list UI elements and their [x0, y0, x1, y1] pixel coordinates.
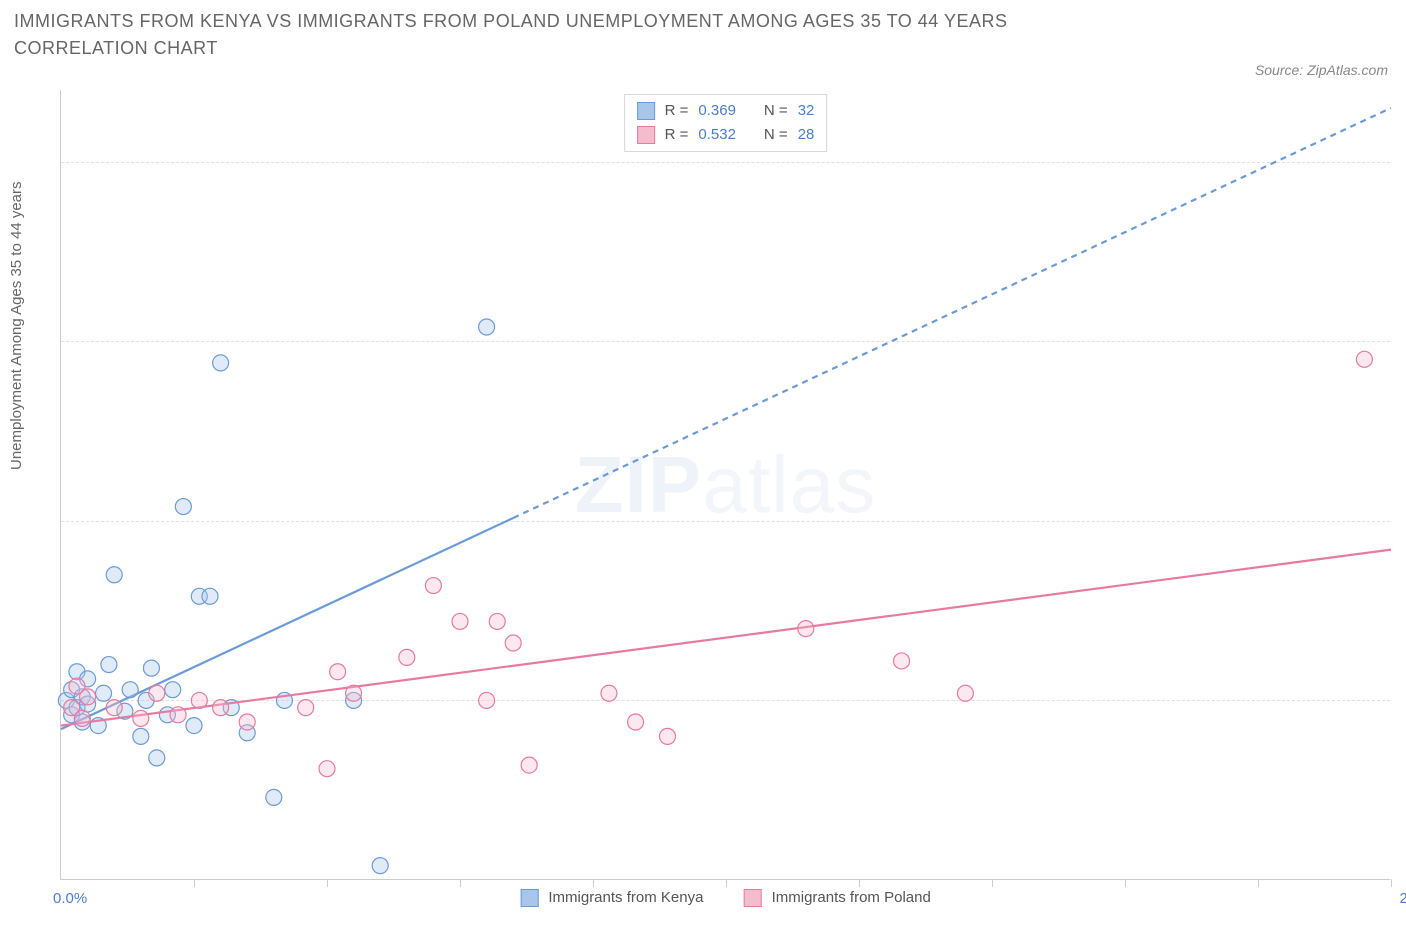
legend-swatch-poland-icon: [743, 889, 761, 907]
x-max-label: 25.0%: [1399, 890, 1406, 907]
chart-title: IMMIGRANTS FROM KENYA VS IMMIGRANTS FROM…: [14, 8, 1114, 62]
legend-stats: R = 0.369 N = 32 R = 0.532 N = 28: [624, 94, 828, 152]
legend-n-prefix: N =: [764, 123, 788, 147]
legend-series: Immigrants from Kenya Immigrants from Po…: [520, 889, 931, 907]
legend-swatch-kenya-icon: [520, 889, 538, 907]
legend-r-prefix: R =: [665, 99, 689, 123]
legend-r-value-0: 0.369: [698, 99, 736, 123]
legend-n-prefix: N =: [764, 99, 788, 123]
scatter-svg: [61, 90, 1390, 879]
x-min-label: 0.0%: [53, 890, 87, 907]
y-axis-label: Unemployment Among Ages 35 to 44 years: [8, 181, 25, 470]
legend-r-prefix: R =: [665, 123, 689, 147]
legend-swatch-kenya: [637, 102, 655, 120]
legend-series-1-label: Immigrants from Poland: [772, 889, 931, 906]
legend-n-value-1: 28: [798, 123, 815, 147]
legend-stats-row-0: R = 0.369 N = 32: [637, 99, 815, 123]
legend-n-value-0: 32: [798, 99, 815, 123]
source-label: Source: ZipAtlas.com: [1255, 62, 1388, 78]
legend-stats-row-1: R = 0.532 N = 28: [637, 123, 815, 147]
plot-area: ZIPatlas 5.0%10.0%15.0%20.0% 0.0% 25.0% …: [60, 90, 1390, 880]
legend-swatch-poland: [637, 126, 655, 144]
legend-series-1: Immigrants from Poland: [743, 889, 930, 907]
legend-series-0: Immigrants from Kenya: [520, 889, 703, 907]
legend-series-0-label: Immigrants from Kenya: [548, 889, 703, 906]
legend-r-value-1: 0.532: [698, 123, 736, 147]
